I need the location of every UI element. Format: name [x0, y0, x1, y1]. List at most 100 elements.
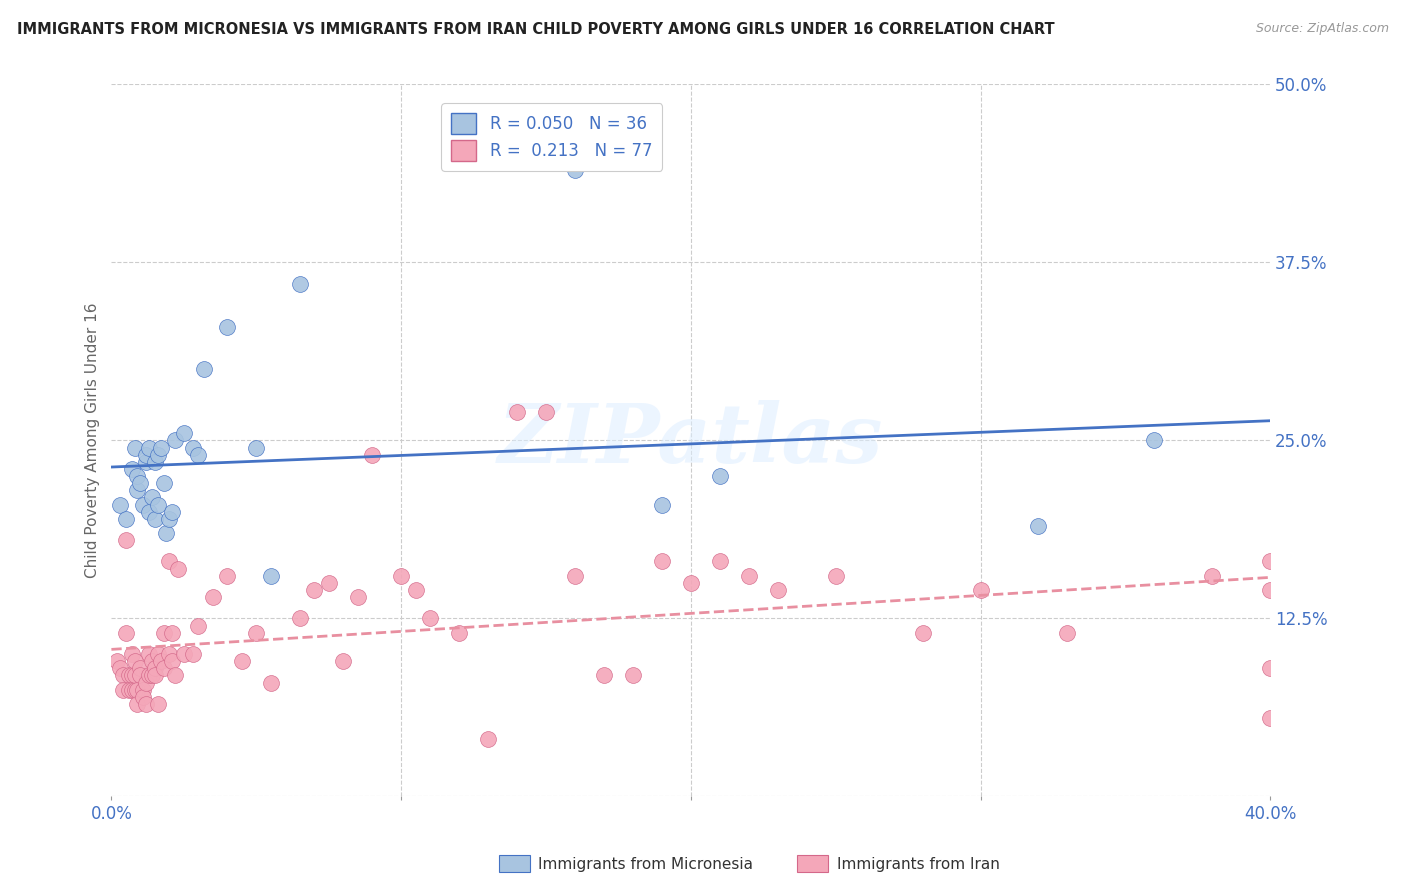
- Point: [217, 319, 239, 334]
- Point: [143, 661, 166, 675]
- Point: [245, 441, 267, 455]
- Point: [193, 362, 215, 376]
- Point: [129, 476, 152, 491]
- Point: [1258, 661, 1281, 675]
- Point: [162, 505, 184, 519]
- Y-axis label: Child Poverty Among Girls Under 16: Child Poverty Among Girls Under 16: [86, 302, 100, 578]
- Point: [332, 654, 354, 668]
- Point: [141, 668, 163, 682]
- Point: [217, 568, 239, 582]
- Point: [124, 682, 146, 697]
- Point: [105, 654, 128, 668]
- Point: [534, 405, 557, 419]
- Point: [143, 455, 166, 469]
- Point: [181, 647, 204, 661]
- Point: [1056, 625, 1078, 640]
- Text: IMMIGRANTS FROM MICRONESIA VS IMMIGRANTS FROM IRAN CHILD POVERTY AMONG GIRLS UND: IMMIGRANTS FROM MICRONESIA VS IMMIGRANTS…: [17, 22, 1054, 37]
- Point: [124, 654, 146, 668]
- Point: [162, 654, 184, 668]
- Point: [173, 647, 195, 661]
- Point: [111, 668, 134, 682]
- Text: ZIPatlas: ZIPatlas: [498, 401, 883, 481]
- Point: [149, 441, 172, 455]
- Point: [162, 625, 184, 640]
- Point: [477, 732, 499, 747]
- Point: [709, 554, 731, 568]
- Point: [1028, 519, 1050, 533]
- Point: [766, 582, 789, 597]
- Point: [231, 654, 253, 668]
- Point: [1258, 554, 1281, 568]
- Point: [167, 561, 190, 575]
- Point: [1258, 582, 1281, 597]
- Text: Immigrants from Iran: Immigrants from Iran: [837, 857, 1000, 871]
- Point: [127, 469, 149, 483]
- Point: [155, 526, 177, 541]
- Point: [108, 498, 131, 512]
- Point: [121, 647, 143, 661]
- Point: [138, 505, 160, 519]
- Point: [181, 441, 204, 455]
- Point: [245, 625, 267, 640]
- Point: [127, 697, 149, 711]
- Point: [132, 690, 155, 704]
- Point: [129, 668, 152, 682]
- Point: [824, 568, 846, 582]
- Point: [121, 668, 143, 682]
- Point: [141, 654, 163, 668]
- Point: [389, 568, 412, 582]
- Point: [260, 675, 283, 690]
- Point: [288, 277, 311, 291]
- Point: [187, 448, 209, 462]
- Point: [564, 162, 586, 177]
- Point: [127, 483, 149, 498]
- Point: [911, 625, 934, 640]
- Point: [157, 647, 180, 661]
- Point: [124, 441, 146, 455]
- Point: [157, 554, 180, 568]
- Point: [302, 582, 325, 597]
- Point: [108, 661, 131, 675]
- Point: [152, 661, 174, 675]
- Point: [260, 568, 283, 582]
- Point: [969, 582, 991, 597]
- Point: [152, 476, 174, 491]
- Point: [1258, 711, 1281, 725]
- Point: [115, 512, 138, 526]
- Point: [118, 682, 141, 697]
- Point: [564, 568, 586, 582]
- Point: [405, 582, 427, 597]
- Point: [138, 441, 160, 455]
- Point: [157, 512, 180, 526]
- Point: [679, 575, 702, 590]
- Point: [146, 498, 169, 512]
- Point: [1143, 434, 1166, 448]
- Point: [346, 590, 368, 604]
- Point: [361, 448, 384, 462]
- Point: [143, 512, 166, 526]
- Point: [115, 625, 138, 640]
- Legend: R = 0.050   N = 36, R =  0.213   N = 77: R = 0.050 N = 36, R = 0.213 N = 77: [441, 103, 662, 170]
- Point: [129, 661, 152, 675]
- Point: [651, 498, 673, 512]
- Point: [173, 426, 195, 441]
- Point: [146, 697, 169, 711]
- Point: [449, 625, 471, 640]
- Point: [593, 668, 616, 682]
- Point: [318, 575, 340, 590]
- Point: [121, 682, 143, 697]
- Point: [146, 448, 169, 462]
- Point: [111, 682, 134, 697]
- Point: [135, 675, 157, 690]
- Point: [709, 469, 731, 483]
- Point: [121, 462, 143, 476]
- Point: [419, 611, 441, 625]
- Point: [146, 647, 169, 661]
- Point: [165, 434, 187, 448]
- Text: Immigrants from Micronesia: Immigrants from Micronesia: [538, 857, 754, 871]
- Point: [143, 668, 166, 682]
- Point: [135, 455, 157, 469]
- Point: [165, 668, 187, 682]
- Point: [138, 668, 160, 682]
- Point: [132, 682, 155, 697]
